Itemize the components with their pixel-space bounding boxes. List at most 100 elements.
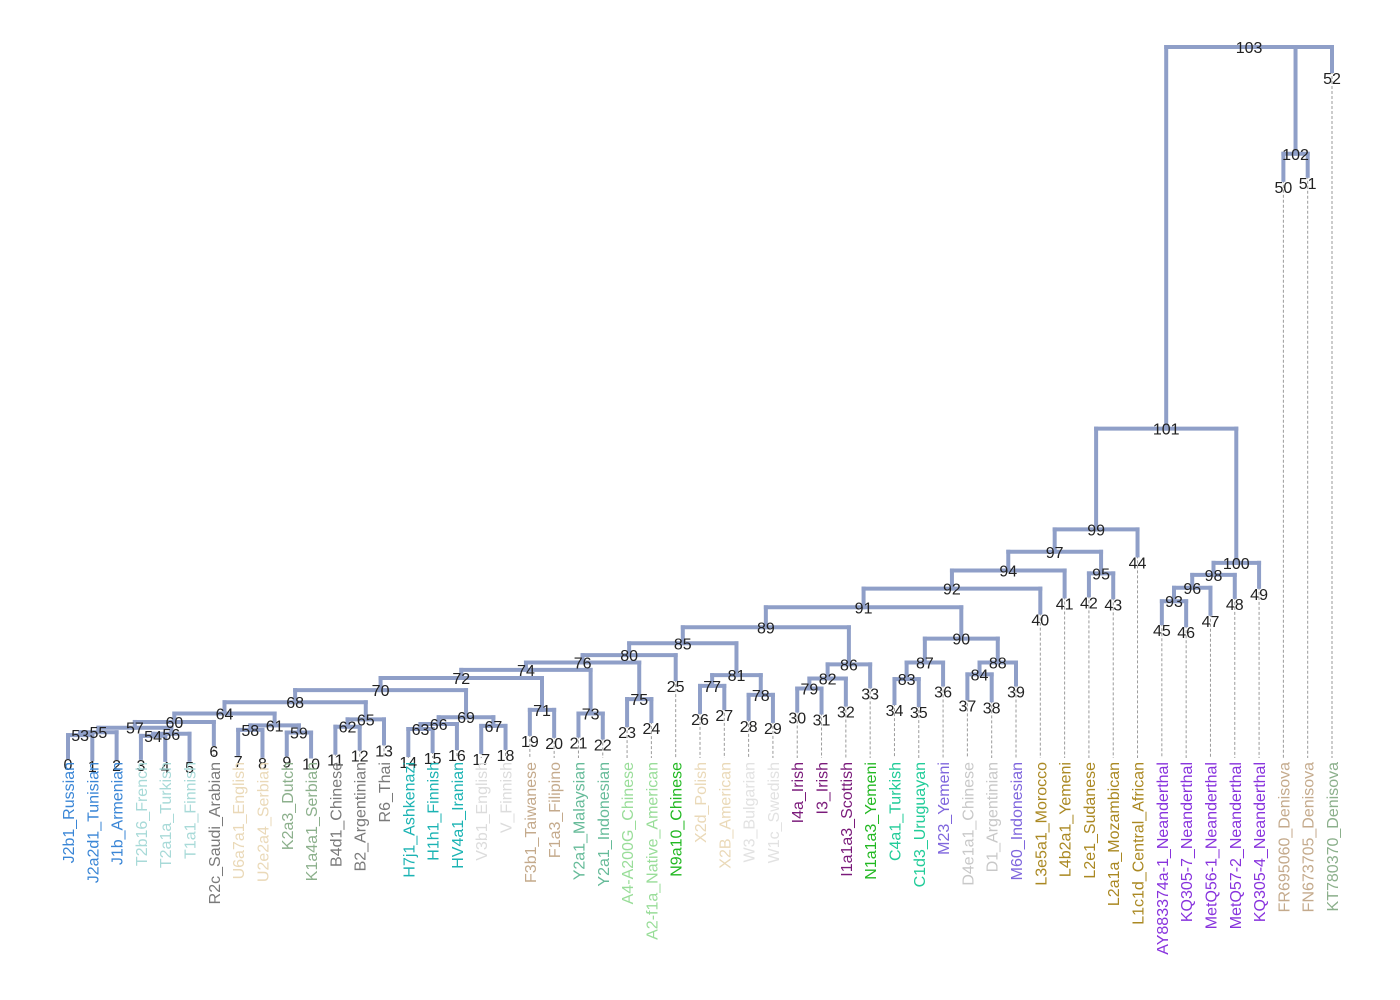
leaf-number-14: 14	[399, 755, 417, 772]
leaf-label-24: A2-f1a_Native_American	[644, 762, 661, 940]
node-number-61: 61	[266, 718, 284, 735]
node-number-98: 98	[1205, 568, 1223, 585]
leaf-label-32: I1a1a3_Scottish	[839, 762, 856, 877]
node-number-101: 101	[1153, 422, 1180, 439]
leaf-number-3: 3	[136, 758, 145, 775]
leaf-number-24: 24	[642, 721, 660, 738]
leaf-label-34: C4a1_Turkish	[887, 762, 904, 861]
leaf-label-20: F1a3_Filipino	[547, 762, 564, 858]
leaf-number-5: 5	[185, 760, 194, 777]
node-number-88: 88	[989, 656, 1007, 673]
leaf-number-38: 38	[983, 700, 1001, 717]
node-number-93: 93	[1165, 594, 1183, 611]
leaf-label-44: L1c1d_Central_African	[1131, 762, 1148, 925]
leaf-label-12: B2_Argentinian	[353, 762, 370, 871]
leaf-label-16: HV4a1_Iranian	[450, 762, 467, 869]
leaf-label-39: M60_Indonesian	[1009, 762, 1026, 880]
leaf-label-11: B4d1_Chinese	[328, 762, 345, 867]
node-number-103: 103	[1236, 40, 1263, 57]
node-number-100: 100	[1223, 556, 1250, 573]
node-number-81: 81	[728, 668, 746, 685]
node-number-67: 67	[484, 719, 502, 736]
leaf-label-1: J2a2d1_Tunisian	[85, 762, 102, 883]
node-number-80: 80	[620, 648, 638, 665]
leaf-label-0: J2b1_Russian	[61, 762, 78, 863]
leaf-number-29: 29	[764, 721, 782, 738]
node-number-63: 63	[412, 722, 430, 739]
leaf-label-35: C1d3_Uruguayan	[912, 762, 929, 887]
leaf-label-17: V3b1_English	[474, 762, 491, 861]
leaf-number-21: 21	[570, 736, 588, 753]
leaf-number-35: 35	[910, 705, 928, 722]
leaf-label-51: FN673705_Denisova	[1301, 762, 1318, 912]
leaf-number-4: 4	[161, 760, 170, 777]
node-number-77: 77	[703, 679, 721, 696]
node-number-76: 76	[574, 656, 592, 673]
leaf-number-31: 31	[813, 713, 831, 730]
node-number-58: 58	[241, 723, 259, 740]
leaf-number-7: 7	[234, 754, 243, 771]
leaf-number-26: 26	[691, 712, 709, 729]
leaf-label-6: R2c_Saudi_Arabian	[207, 762, 224, 904]
leaf-number-30: 30	[788, 711, 806, 728]
node-number-62: 62	[339, 720, 357, 737]
node-number-82: 82	[819, 672, 837, 689]
node-number-66: 66	[430, 717, 448, 734]
node-number-64: 64	[216, 707, 234, 724]
leaf-number-2: 2	[112, 758, 121, 775]
node-number-87: 87	[916, 656, 934, 673]
node-number-83: 83	[898, 672, 916, 689]
leaf-number-11: 11	[327, 753, 344, 770]
leaf-number-51: 51	[1299, 176, 1317, 193]
node-number-59: 59	[290, 725, 308, 742]
leaf-guide-lines	[67, 71, 1333, 760]
node-number-89: 89	[757, 620, 775, 637]
leaf-label-31: I3_Irish	[815, 762, 832, 814]
node-number-57: 57	[126, 721, 144, 738]
leaf-number-40: 40	[1031, 613, 1049, 630]
leaf-number-9: 9	[282, 754, 291, 771]
leaf-label-48: MetQ57-2_Neanderthal	[1228, 762, 1245, 929]
node-number-86: 86	[840, 657, 858, 674]
leaf-label-42: L2e1_Sudanese	[1082, 762, 1099, 879]
leaf-label-4: T2a1a_Turkish	[158, 762, 175, 868]
leaf-number-13: 13	[375, 743, 393, 760]
node-number-71: 71	[533, 703, 551, 720]
leaf-number-41: 41	[1056, 596, 1074, 613]
leaf-label-27: X2B_American	[717, 762, 734, 869]
leaf-number-6: 6	[209, 744, 218, 761]
leaf-label-47: MetQ56-1_Neanderthal	[1203, 762, 1220, 929]
leaf-number-23: 23	[618, 725, 636, 742]
leaf-number-42: 42	[1080, 595, 1098, 612]
leaf-label-7: U6a7a1_English	[231, 762, 248, 879]
node-number-73: 73	[582, 707, 600, 724]
node-number-78: 78	[752, 688, 770, 705]
leaf-label-21: Y2a1_Malaysian	[571, 762, 588, 880]
node-number-84: 84	[971, 667, 989, 684]
node-number-85: 85	[674, 636, 692, 653]
node-number-102: 102	[1282, 147, 1309, 164]
node-number-69: 69	[457, 710, 475, 727]
node-number-96: 96	[1183, 581, 1201, 598]
leaf-number-22: 22	[594, 738, 612, 755]
leaf-label-36: M23_Yemeni	[936, 762, 953, 855]
node-number-53: 53	[71, 728, 89, 745]
node-number-90: 90	[952, 632, 970, 649]
node-number-79: 79	[800, 682, 818, 699]
node-number-91: 91	[855, 600, 873, 617]
leaf-number-43: 43	[1104, 597, 1122, 614]
leaf-label-38: D1_Argentinian	[985, 762, 1002, 872]
leaf-label-37: D4e1a1_Chinese	[960, 762, 977, 886]
leaf-label-28: W3_Bulgarian	[742, 762, 759, 863]
leaf-number-10: 10	[302, 756, 320, 773]
leaf-number-0: 0	[64, 757, 73, 774]
leaf-number-19: 19	[521, 734, 539, 751]
node-number-60: 60	[165, 715, 183, 732]
leaf-label-10: K1a4a1_Serbian	[304, 762, 321, 881]
node-number-70: 70	[372, 683, 390, 700]
node-number-55: 55	[89, 725, 107, 742]
leaf-label-50: FR695060_Denisova	[1276, 762, 1293, 912]
leaf-number-49: 49	[1250, 587, 1268, 604]
leaf-label-43: L2a1a_Mozambican	[1106, 762, 1123, 906]
leaf-label-49: KQ305-4_Neanderthal	[1252, 762, 1269, 922]
